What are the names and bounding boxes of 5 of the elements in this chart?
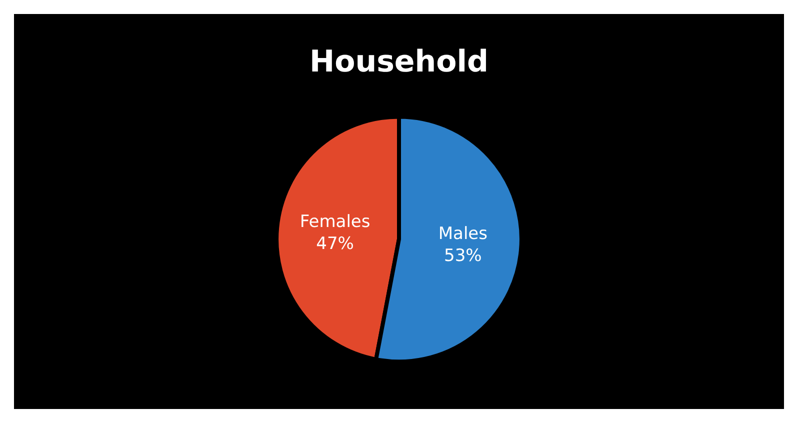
slice-label: Females [300, 212, 370, 232]
chart-title: Household [309, 44, 489, 80]
data-label: 53% [444, 246, 482, 266]
slice-label: Males [438, 224, 488, 244]
data-label: 47% [316, 234, 354, 254]
